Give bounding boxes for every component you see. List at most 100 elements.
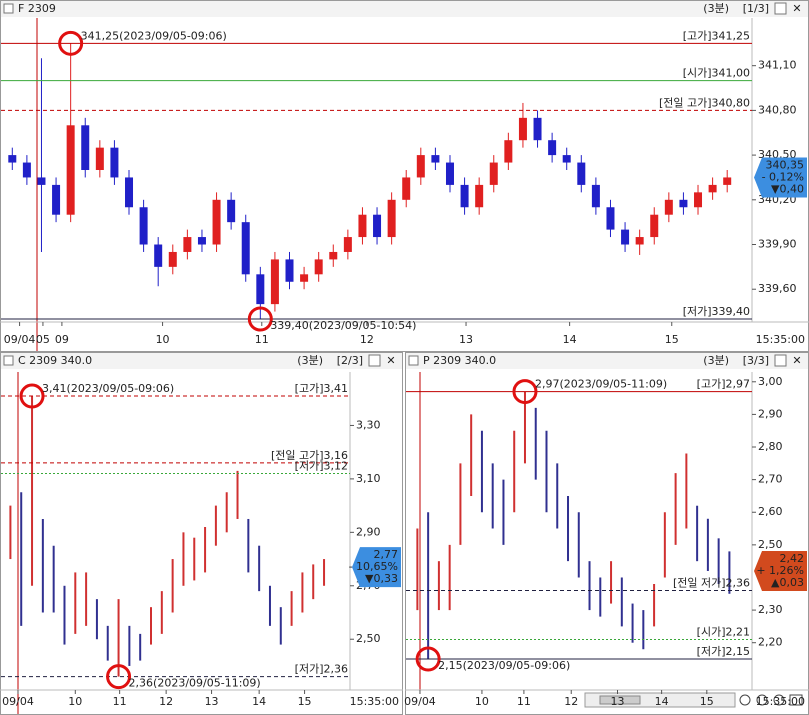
candle-body (110, 147, 119, 178)
extreme-note: 2,36(2023/09/05-11:09) (129, 677, 261, 690)
y-tick-label: 2,50 (758, 538, 783, 551)
price-box-pct: + 1,26% (756, 564, 804, 577)
x-tick-label: 14 (563, 333, 577, 346)
candle-body (197, 237, 206, 245)
candle-body (270, 259, 279, 305)
candle-body (402, 177, 411, 200)
extreme-note: 2,97(2023/09/05-11:09) (535, 378, 667, 391)
extreme-marker (58, 30, 84, 56)
candle-body (723, 177, 732, 185)
scroll-thumb[interactable] (599, 695, 641, 705)
x-tick-label: 05 (36, 333, 50, 346)
price-box-last: 340,35 (766, 158, 805, 171)
x-tick-label: 11 (255, 333, 269, 346)
y-tick-label: 341,10 (758, 59, 797, 72)
panel-maximize[interactable] (774, 2, 787, 15)
candle-body (475, 184, 484, 208)
level-label: [저가]339,40 (683, 305, 750, 318)
panel-period: (3분) (703, 2, 729, 15)
panel-period: (3분) (703, 354, 729, 367)
candle-body (168, 251, 177, 267)
x-tick-label: 14 (252, 695, 266, 708)
candle-body (577, 162, 586, 185)
price-box-change: ▼0,40 (771, 182, 804, 195)
level-label: [저가]3,12 (295, 460, 348, 473)
panel-close[interactable]: ✕ (386, 354, 395, 367)
candle-body (533, 117, 542, 141)
candle-body (445, 162, 454, 185)
candle-body (635, 237, 644, 245)
x-tick-label: 15 (700, 695, 714, 708)
candle-body (329, 251, 338, 260)
panel-close[interactable]: ✕ (792, 354, 801, 367)
level-label: [전일 저가]2,36 (673, 576, 750, 590)
level-label: [고가]341,25 (683, 29, 750, 42)
candle-body (708, 184, 717, 193)
panel-checkbox[interactable] (408, 355, 419, 366)
y-tick-label: 2,80 (758, 440, 783, 453)
zoom-out[interactable] (756, 694, 768, 706)
candle-body (460, 184, 469, 208)
price-box-last: 2,77 (374, 548, 399, 561)
y-tick-label: 339,60 (758, 282, 797, 295)
extreme-note: 341,25(2023/09/05-09:06) (81, 29, 227, 42)
level-label: [고가]2,97 (697, 378, 750, 391)
extreme-marker (512, 379, 538, 405)
candle-body (22, 162, 31, 178)
extreme-marker (247, 306, 273, 332)
x-tick-label: 13 (611, 695, 625, 708)
y-tick-label: 2,30 (758, 603, 783, 616)
candle-body (343, 237, 352, 252)
zoom-in[interactable] (739, 694, 751, 706)
candle-body (154, 244, 163, 267)
panel-page: [2/3] (337, 354, 363, 367)
level-label: [전일 고가]340,80 (659, 95, 750, 109)
settings[interactable] (789, 694, 803, 706)
panel-checkbox[interactable] (3, 3, 14, 14)
panel-maximize[interactable] (368, 354, 381, 367)
level-label: [전일 고가]3,16 (271, 448, 348, 462)
x-tick-label: 10 (475, 695, 489, 708)
candle-body (8, 155, 17, 163)
y-tick-label: 2,90 (356, 525, 381, 538)
x-tick-label: 13 (459, 333, 473, 346)
y-tick-label: 339,90 (758, 238, 797, 251)
level-label: [저가]2,36 (295, 663, 348, 676)
panel-page: [1/3] (743, 2, 769, 15)
candle-body (591, 184, 600, 208)
extreme-marker (415, 646, 441, 672)
chart-panel: F 2309 [1/3](3분) ✕341,10340,80340,50340,20… (0, 0, 809, 352)
x-tick-label: 12 (159, 695, 173, 708)
panel-checkbox[interactable] (3, 355, 14, 366)
candle-body (52, 184, 61, 215)
x-tick-label: 12 (360, 333, 374, 346)
candle-body (183, 237, 192, 252)
x-tick-label: 09 (55, 333, 69, 346)
end-time: 15:35:00 (756, 695, 805, 708)
candle-body (504, 140, 513, 163)
zoom-reset[interactable] (773, 694, 785, 706)
candle-body (37, 177, 46, 185)
candle-body (300, 274, 309, 282)
candle-body (66, 125, 75, 215)
candle-body (314, 259, 323, 275)
x-tick-label: 11 (517, 695, 531, 708)
panel-header (406, 353, 808, 369)
candle-body (694, 192, 703, 208)
scrollbar[interactable] (584, 692, 803, 708)
panel-close[interactable]: ✕ (792, 2, 801, 15)
end-time: 15:35:00 (350, 695, 399, 708)
price-box (754, 157, 807, 198)
price-box-pct: - 0,12% (762, 170, 804, 183)
x-tick-label: 11 (113, 695, 127, 708)
candle-body (81, 125, 90, 170)
y-tick-label: 2,50 (356, 632, 381, 645)
x-tick-label: 12 (564, 695, 578, 708)
candle-body (125, 177, 134, 208)
end-time: 15:35:00 (756, 333, 805, 346)
candle-body (358, 214, 367, 238)
panel-maximize[interactable] (774, 354, 787, 367)
price-box-change: ▲0,03 (771, 576, 804, 589)
y-tick-label: 2,60 (758, 505, 783, 518)
candle-body (387, 199, 396, 238)
